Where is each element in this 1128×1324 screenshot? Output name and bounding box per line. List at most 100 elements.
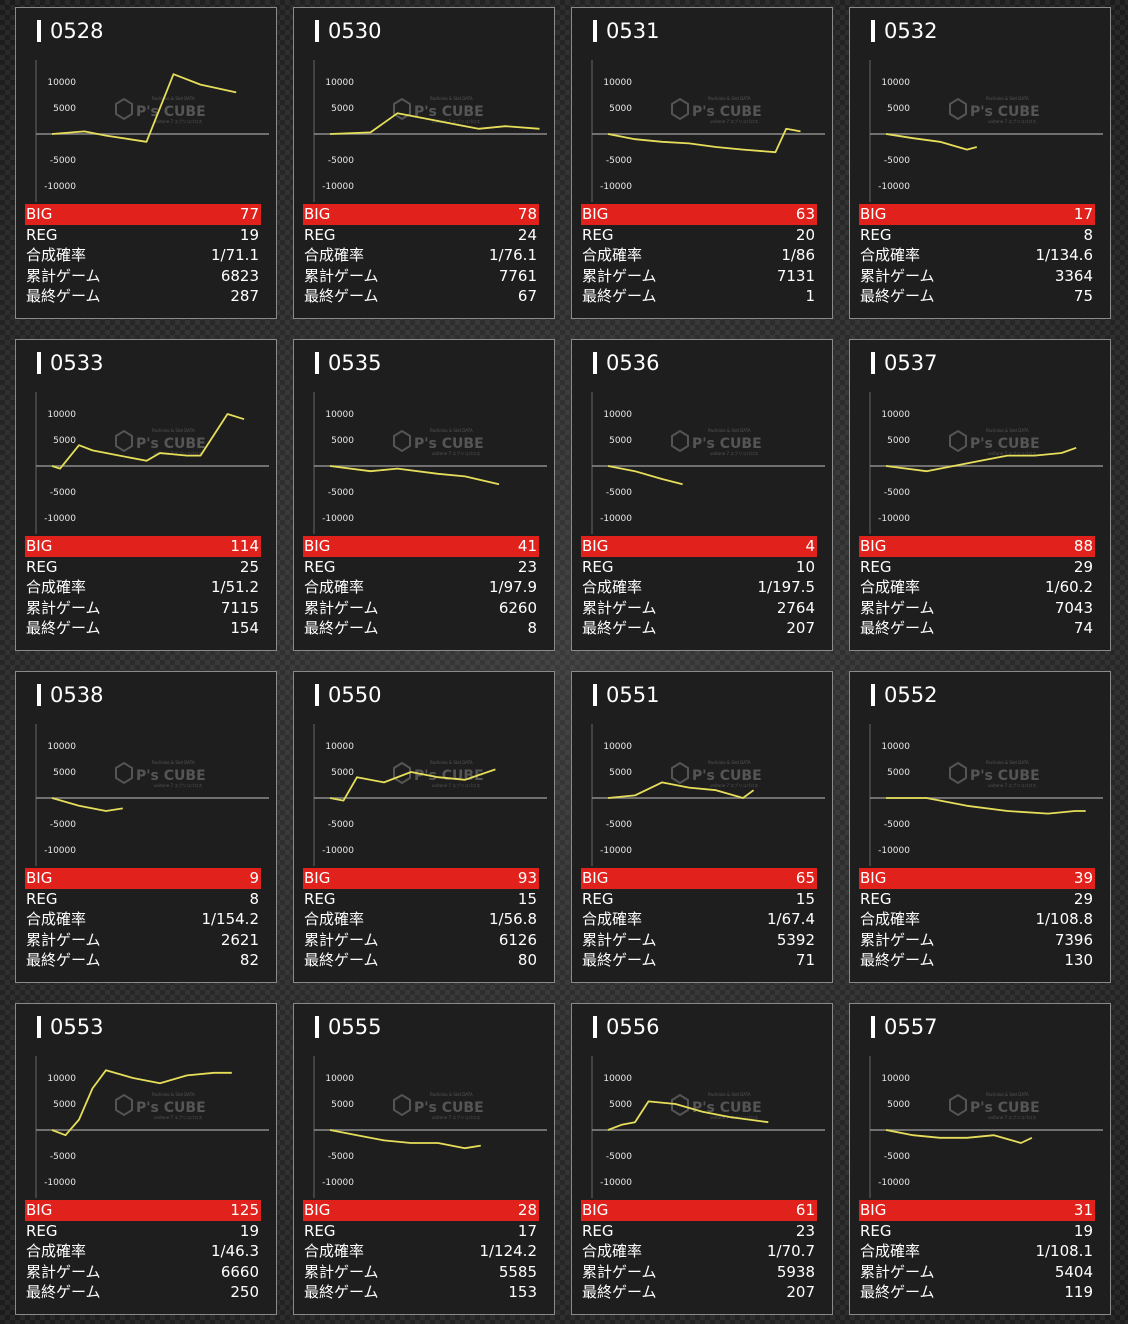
stats-table: BIG 4 REG 10 合成確率 1/197.5 累計ゲーム 2764 最終ゲーム 207 [581,536,817,639]
y-tick-label: -10000 [878,1178,910,1188]
stat-value: 10 [795,557,815,576]
reg-row: REG 23 [581,1221,817,1242]
reg-row: REG 15 [581,889,817,910]
watermark-top: Pachinko & Slot DATA [430,428,473,433]
watermark-title: P's CUBE [970,104,1040,120]
y-tick-label: -5000 [50,1152,76,1162]
probability-row: 合成確率 1/67.4 [581,909,817,930]
machine-card[interactable]: 0530 10000 5000 -5000 -10000 P's CUBE Pachinko… [293,7,555,319]
cube-icon [115,429,133,453]
stat-value: 287 [230,287,259,306]
machine-card[interactable]: 0536 10000 5000 -5000 -10000 P's CUBE Pachinko… [571,339,833,651]
y-tick-label: -10000 [600,1178,632,1188]
reg-row: REG 23 [303,557,539,578]
stat-value: 25 [239,557,259,576]
y-tick-label: -5000 [50,156,76,166]
stat-label: REG [860,225,892,244]
y-tick-label: 5000 [331,436,354,446]
machine-number: 0553 [37,1016,103,1038]
y-tick-label: 10000 [603,1074,632,1084]
watermark-bottom: unitone 7 エブリコパロス [432,782,480,788]
machine-card[interactable]: 0556 10000 5000 -5000 -10000 P's CUBE Pachinko… [571,1003,833,1315]
stat-value: 250 [230,1283,259,1302]
stat-label: 最終ゲーム [304,951,379,970]
stat-value: 5392 [776,930,815,949]
stat-value: 71 [795,951,815,970]
stat-value: 1 [805,287,815,306]
watermark-logo: P's CUBE Pachinko & Slot DATA unitone 7 エブ… [949,1092,1040,1120]
watermark-logo: P's CUBE Pachinko & Slot DATA unitone 7 エブ… [949,760,1040,788]
stat-value: 23 [517,557,537,576]
series-line [51,413,245,470]
machine-card[interactable]: 0535 10000 5000 -5000 -10000 P's CUBE Pachinko… [293,339,555,651]
reg-row: REG 19 [859,1221,1095,1242]
y-tick-label: -5000 [884,1152,910,1162]
machine-card[interactable]: 0538 10000 5000 -5000 -10000 P's CUBE Pachinko… [15,671,277,983]
probability-row: 合成確率 1/154.2 [25,909,261,930]
machine-card[interactable]: 0555 10000 5000 -5000 -10000 P's CUBE Pachinko… [293,1003,555,1315]
cube-icon [949,97,967,121]
y-tick-label: 10000 [603,78,632,88]
watermark-title: P's CUBE [970,768,1040,784]
machine-card[interactable]: 0531 10000 5000 -5000 -10000 P's CUBE Pachinko… [571,7,833,319]
stat-value: 24 [517,225,537,244]
last-games-row: 最終ゲーム 153 [303,1282,539,1303]
big-row: BIG 125 [25,1200,261,1221]
total-games-row: 累計ゲーム 7115 [25,598,261,619]
stat-label: 累計ゲーム [304,598,379,617]
y-tick-label: -5000 [884,488,910,498]
stat-value: 1/108.1 [1035,1242,1093,1261]
total-games-row: 累計ゲーム 7396 [859,930,1095,951]
stat-label: 最終ゲーム [304,287,379,306]
machine-card[interactable]: 0537 10000 5000 -5000 -10000 P's CUBE Pachinko… [849,339,1111,651]
stat-value: 29 [1073,889,1093,908]
cube-icon [671,761,689,785]
last-games-row: 最終ゲーム 8 [303,618,539,639]
reg-row: REG 29 [859,557,1095,578]
watermark-logo: P's CUBE Pachinko & Slot DATA unitone 7 エブ… [115,760,206,788]
machine-card[interactable]: 0552 10000 5000 -5000 -10000 P's CUBE Pachinko… [849,671,1111,983]
machine-card[interactable]: 0528 10000 5000 -5000 -10000 P's CUBE Pachinko… [15,7,277,319]
reg-row: REG 19 [25,225,261,246]
machine-card[interactable]: 0533 10000 5000 -5000 -10000 P's CUBE Pachinko… [15,339,277,651]
big-row: BIG 41 [303,536,539,557]
reg-row: REG 8 [25,889,261,910]
slump-graph: 10000 5000 -5000 -10000 P's CUBE Pachinko & S… [313,60,547,202]
stat-label: BIG [582,869,609,887]
stat-label: BIG [860,869,887,887]
machine-card[interactable]: 0553 10000 5000 -5000 -10000 P's CUBE Pachinko… [15,1003,277,1315]
y-tick-label: 5000 [53,104,76,114]
watermark-title: P's CUBE [414,768,484,784]
reg-row: REG 29 [859,889,1095,910]
stat-label: REG [304,557,336,576]
stat-label: 最終ゲーム [582,619,657,638]
y-tick-label: 10000 [881,1074,910,1084]
stat-value: 20 [795,225,815,244]
stat-label: 最終ゲーム [582,951,657,970]
reg-row: REG 25 [25,557,261,578]
stat-label: 累計ゲーム [26,598,101,617]
y-tick-label: 5000 [609,436,632,446]
stat-value: 1/108.8 [1035,910,1093,929]
slump-graph: 10000 5000 -5000 -10000 P's CUBE Pachinko & S… [591,1056,825,1198]
stat-label: REG [304,225,336,244]
stat-label: 最終ゲーム [26,951,101,970]
big-row: BIG 77 [25,204,261,225]
machine-card[interactable]: 0551 10000 5000 -5000 -10000 P's CUBE Pachinko… [571,671,833,983]
y-tick-label: -5000 [884,820,910,830]
probability-row: 合成確率 1/97.9 [303,577,539,598]
cube-icon [115,1093,133,1117]
stat-label: 合成確率 [304,1242,365,1261]
stat-label: 最終ゲーム [860,619,935,638]
machine-card[interactable]: 0550 10000 5000 -5000 -10000 P's CUBE Pachinko… [293,671,555,983]
y-tick-label: 10000 [325,78,354,88]
machine-card[interactable]: 0532 10000 5000 -5000 -10000 P's CUBE Pachinko… [849,7,1111,319]
stat-value: 7131 [776,266,815,285]
watermark-bottom: unitone 7 エブリコパロス [154,1114,202,1120]
watermark-title: P's CUBE [414,104,484,120]
stat-value: 9 [249,869,259,887]
stat-value: 2621 [220,930,259,949]
stat-label: 合成確率 [26,246,87,265]
machine-card[interactable]: 0557 10000 5000 -5000 -10000 P's CUBE Pachinko… [849,1003,1111,1315]
last-games-row: 最終ゲーム 74 [859,618,1095,639]
